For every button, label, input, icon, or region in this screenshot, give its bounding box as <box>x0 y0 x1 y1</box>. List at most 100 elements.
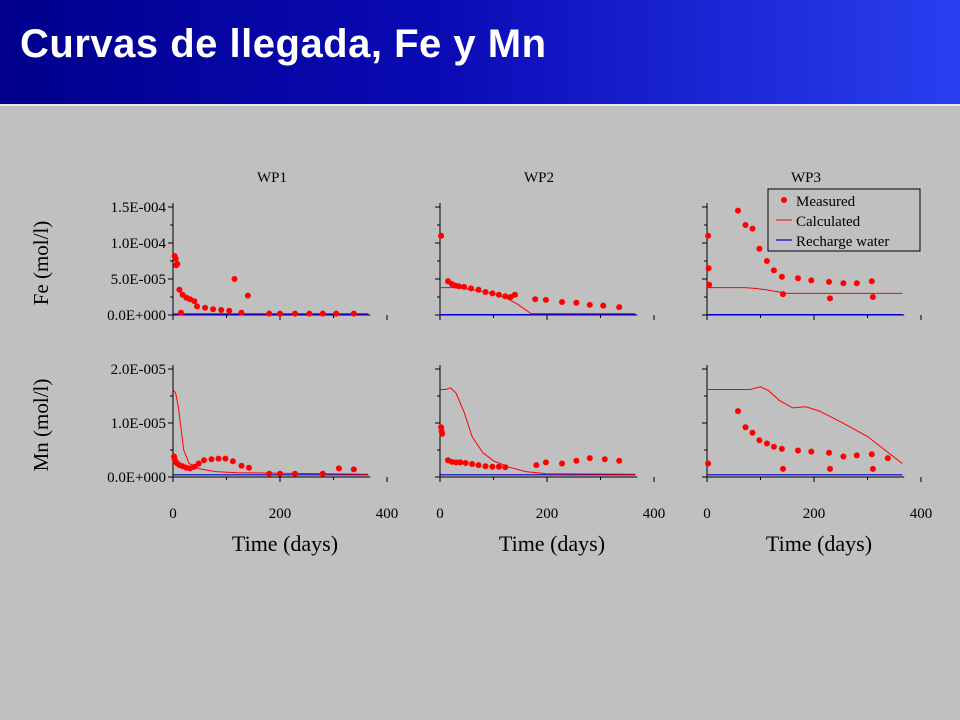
slide-title: Curvas de llegada, Fe y Mn <box>20 22 547 66</box>
measured-point <box>244 292 251 299</box>
measured-point <box>455 283 462 290</box>
legend-measured-label: Measured <box>796 194 856 210</box>
measured-point <box>475 462 482 469</box>
y-tick-label: 5.0E-005 <box>111 272 166 288</box>
y-tick-label: 1.0E-004 <box>111 236 167 252</box>
y-tick-label: 2.0E-005 <box>111 362 166 378</box>
measured-point <box>222 455 229 462</box>
measured-point <box>705 232 712 239</box>
measured-point <box>735 408 741 415</box>
measured-point <box>489 290 496 297</box>
legend-recharge-label: Recharge water <box>796 234 889 250</box>
measured-point <box>335 465 342 472</box>
measured-point <box>495 291 502 298</box>
y-tick-label: 1.5E-004 <box>111 200 167 216</box>
measured-point <box>202 304 209 311</box>
x-tick-label: 200 <box>536 506 559 522</box>
measured-point <box>201 457 207 464</box>
measured-point <box>195 460 202 467</box>
measured-point <box>502 293 509 300</box>
measured-point <box>840 453 847 460</box>
measured-point <box>461 283 468 290</box>
measured-point <box>586 455 593 462</box>
measured-point <box>319 470 326 477</box>
measured-point <box>706 281 713 288</box>
measured-point <box>238 462 245 469</box>
measured-point <box>215 455 222 462</box>
measured-point <box>559 299 565 305</box>
measured-point <box>246 464 252 471</box>
measured-point <box>600 302 607 309</box>
measured-point <box>853 280 860 287</box>
y-tick-label: 1.0E-005 <box>111 416 166 432</box>
measured-point <box>808 448 815 455</box>
measured-point <box>808 277 815 284</box>
measured-point <box>853 452 860 459</box>
measured-point <box>868 451 875 458</box>
y-axis-label: Fe (mol/l) <box>29 221 53 306</box>
measured-point <box>468 285 474 292</box>
measured-point <box>616 304 623 311</box>
measured-point <box>482 463 489 470</box>
x-tick-label: 400 <box>910 506 933 522</box>
measured-point <box>780 291 786 298</box>
measured-point <box>795 275 801 282</box>
measured-point <box>231 276 238 282</box>
measured-point <box>586 301 593 308</box>
panel-fe-wp2: WP2 <box>435 170 655 320</box>
measured-point <box>827 295 833 302</box>
measured-point <box>749 429 756 436</box>
y-tick-label: 0.0E+000 <box>107 470 166 486</box>
panel-mn-wp1: 0.0E+000 1.0E-005 2.0E-005 0 200 400 Time (day… <box>29 362 398 556</box>
measured-point <box>542 459 549 466</box>
measured-point <box>705 265 712 272</box>
measured-point <box>869 465 876 472</box>
measured-point <box>868 278 875 285</box>
measured-point <box>229 458 236 465</box>
legend-box <box>767 188 921 252</box>
measured-point <box>266 310 273 317</box>
measured-point <box>573 457 580 464</box>
measured-point <box>277 310 283 317</box>
measured-point <box>884 455 891 462</box>
x-axis-label: Time (days) <box>499 531 605 556</box>
calculated-line <box>172 389 369 475</box>
measured-point <box>218 307 225 313</box>
measured-point <box>439 430 446 437</box>
panel-fe-wp3: WP3 <box>702 170 922 320</box>
measured-point <box>292 470 298 477</box>
x-tick-label: 0 <box>436 506 444 522</box>
measured-point <box>277 470 283 477</box>
panel-title: WP1 <box>257 170 287 186</box>
measured-point <box>778 445 785 452</box>
calculated-line <box>440 387 636 475</box>
measured-point <box>601 456 608 463</box>
legend-measured-marker <box>781 197 787 203</box>
x-tick-label: 0 <box>703 506 711 522</box>
measured-point <box>438 232 445 239</box>
measured-point <box>176 286 183 293</box>
panel-fe-wp1: 0.0E+000 5.0E-005 1.0E-004 1.5E-004 WP1 Fe (m… <box>29 170 388 324</box>
measured-point <box>826 449 832 456</box>
legend-calculated-label: Calculated <box>796 214 861 230</box>
measured-point <box>827 465 833 472</box>
measured-point <box>208 456 215 463</box>
measured-point <box>840 280 847 287</box>
measured-point <box>826 278 832 285</box>
measured-point <box>869 294 876 300</box>
measured-point <box>226 307 233 314</box>
measured-point <box>495 463 502 470</box>
measured-point <box>266 470 273 477</box>
x-axis-label: Time (days) <box>232 531 338 556</box>
measured-point <box>462 460 469 466</box>
measured-point <box>174 260 181 267</box>
measured-point <box>533 462 540 469</box>
x-tick-label: 0 <box>169 506 177 522</box>
measured-point <box>542 296 549 303</box>
measured-point <box>502 464 509 471</box>
measured-point <box>238 309 245 316</box>
x-tick-label: 200 <box>803 506 826 522</box>
calculated-line <box>707 386 903 464</box>
x-tick-label: 200 <box>269 506 292 522</box>
